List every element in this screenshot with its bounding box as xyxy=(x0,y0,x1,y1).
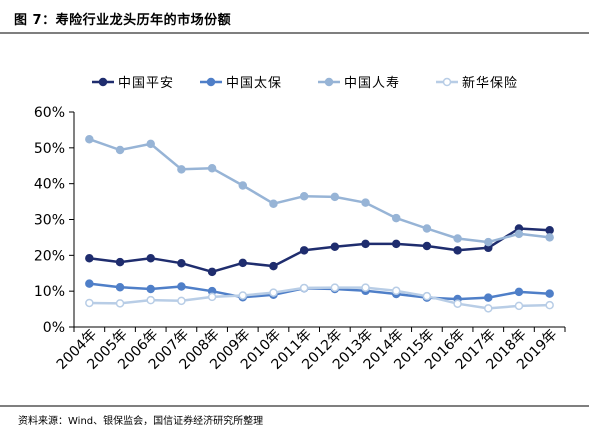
data-point xyxy=(453,299,462,308)
legend-label: 中国平安 xyxy=(118,76,174,91)
data-point xyxy=(361,283,370,292)
legend-entry: 中国人寿 xyxy=(318,76,400,91)
data-point xyxy=(545,289,554,298)
data-point xyxy=(85,134,94,144)
y-tick-label: 40% xyxy=(34,177,65,193)
series-4 xyxy=(85,283,554,313)
data-point xyxy=(299,191,309,201)
legend-entry: 中国太保 xyxy=(200,76,282,91)
legend-swatch-marker xyxy=(324,77,334,87)
legend-label: 新华保险 xyxy=(462,75,518,91)
data-point xyxy=(269,199,278,208)
y-tick-label: 10% xyxy=(34,284,65,300)
data-point xyxy=(177,258,186,268)
data-point xyxy=(391,286,401,296)
series-1 xyxy=(85,224,554,277)
data-point xyxy=(453,234,462,243)
data-point xyxy=(299,283,309,293)
data-point xyxy=(177,282,186,291)
data-point xyxy=(269,288,278,297)
data-point xyxy=(484,304,493,313)
y-tick-label: 60% xyxy=(34,105,65,121)
series-layer xyxy=(85,134,554,313)
data-point xyxy=(484,293,493,302)
data-point xyxy=(238,181,248,190)
line-chart: 中国平安 中国太保 中国人寿 新华保险 0%10%20%30%40%50%60%200… xyxy=(34,75,566,373)
data-point xyxy=(299,246,309,255)
data-point xyxy=(238,291,248,300)
data-point xyxy=(85,298,94,308)
series-line xyxy=(89,286,550,310)
legend-entry: 新华保险 xyxy=(436,75,518,91)
data-point xyxy=(422,224,432,233)
data-point xyxy=(545,226,554,235)
data-point xyxy=(85,253,94,263)
figure-title: 图 7：寿险行业龙头历年的市场份额 xyxy=(14,13,232,28)
data-point xyxy=(269,261,278,271)
legend-label: 中国人寿 xyxy=(344,76,400,91)
series-line xyxy=(89,282,550,301)
data-point xyxy=(146,295,155,305)
data-point xyxy=(177,296,186,306)
y-tick-label: 20% xyxy=(34,248,65,264)
source-bar: 资料来源：Wind、银保监会，国信证券经济研究所整理 xyxy=(0,405,589,430)
legend-label: 中国太保 xyxy=(226,76,282,91)
axes: 0%10%20%30%40%50%60%2004年2005年2006年2007年… xyxy=(34,105,566,373)
series-line xyxy=(88,138,550,244)
data-point xyxy=(146,253,155,263)
data-point xyxy=(238,258,248,268)
title-bar: 图 7：寿险行业龙头历年的市场份额 xyxy=(0,0,589,34)
data-point xyxy=(514,301,524,311)
source-note: 资料来源：Wind、银保监会，国信证券经济研究所整理 xyxy=(18,416,264,427)
y-tick-label: 50% xyxy=(34,141,65,157)
series-3 xyxy=(85,134,554,247)
data-point xyxy=(545,300,554,310)
data-point xyxy=(545,233,554,242)
data-point xyxy=(330,242,340,251)
legend-swatch-marker xyxy=(98,77,108,87)
data-point xyxy=(177,165,186,174)
data-point xyxy=(514,229,524,239)
data-point xyxy=(361,198,370,207)
data-point xyxy=(422,241,432,251)
data-point xyxy=(422,291,432,301)
data-point xyxy=(207,292,217,302)
data-point xyxy=(330,192,340,202)
legend: 中国平安 中国太保 中国人寿 新华保险 xyxy=(92,75,518,91)
legend-entry: 中国平安 xyxy=(92,76,174,91)
data-point xyxy=(207,267,217,277)
y-tick-label: 30% xyxy=(34,213,65,229)
data-point xyxy=(115,282,125,292)
data-point xyxy=(453,246,462,255)
data-point xyxy=(146,139,155,149)
data-point xyxy=(391,239,401,249)
series-line xyxy=(89,227,550,274)
data-point xyxy=(391,213,401,223)
data-point xyxy=(330,283,340,292)
legend-swatch-marker xyxy=(206,77,216,87)
data-point xyxy=(484,237,493,247)
data-point xyxy=(146,284,155,294)
data-point xyxy=(361,239,370,249)
data-point xyxy=(115,299,125,308)
data-point xyxy=(514,287,524,297)
data-point xyxy=(115,145,125,155)
data-point xyxy=(115,257,125,267)
y-tick-label: 0% xyxy=(43,320,65,336)
data-point xyxy=(207,164,217,173)
legend-swatch-marker xyxy=(442,77,452,87)
data-point xyxy=(85,279,94,288)
